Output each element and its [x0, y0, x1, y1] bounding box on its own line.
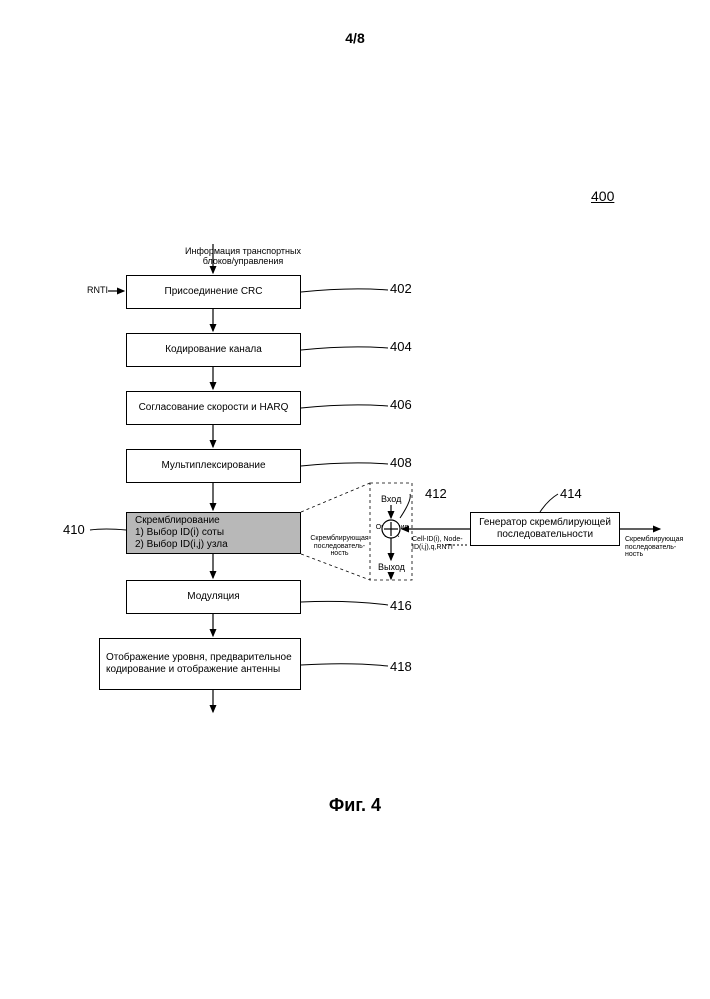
scramb-seq-label: Скремблирующая последователь-ность	[307, 535, 372, 558]
figure-id: 400	[591, 188, 614, 204]
ref-408: 408	[390, 455, 412, 470]
vyhod-label: Выход	[378, 563, 405, 573]
block-406-text: Согласование скорости и HARQ	[139, 402, 289, 414]
block-scrambling: Скремблирование 1) Выбор ID(i) соты 2) В…	[126, 512, 301, 554]
block-generator: Генератор скремблирующей последовательно…	[470, 512, 620, 546]
block-gen-text: Генератор скремблирующей последовательно…	[475, 517, 615, 541]
block-modulation: Модуляция	[126, 580, 301, 614]
block-rate-match: Согласование скорости и HARQ	[126, 391, 301, 425]
vhod-label: Вход	[381, 495, 401, 505]
block-mapping: Отображение уровня, предварительное коди…	[99, 638, 301, 690]
block-crc: Присоединение CRC	[126, 275, 301, 309]
block-410-text: Скремблирование 1) Выбор ID(i) соты 2) В…	[135, 515, 228, 551]
input-label: Информация транспортных блоков/управлени…	[173, 247, 313, 267]
ref-410: 410	[63, 522, 85, 537]
connectors-svg	[0, 0, 710, 999]
page-number: 4/8	[345, 30, 364, 46]
block-418-text: Отображение уровня, предварительное коди…	[106, 652, 296, 676]
block-multiplex: Мультиплексирование	[126, 449, 301, 483]
block-channel-coding: Кодирование канала	[126, 333, 301, 367]
block-416-text: Модуляция	[187, 591, 239, 603]
ref-418: 418	[390, 659, 412, 674]
ref-402: 402	[390, 281, 412, 296]
ref-406: 406	[390, 397, 412, 412]
ref-414: 414	[560, 486, 582, 501]
block-crc-text: Присоединение CRC	[165, 286, 263, 298]
ref-412: 412	[425, 486, 447, 501]
scramb-out-label: Скремблирующая последователь-ность	[625, 536, 685, 559]
ref-404: 404	[390, 339, 412, 354]
figure-caption: Фиг. 4	[329, 795, 381, 816]
ref-416: 416	[390, 598, 412, 613]
rnti-label: RNTI	[87, 286, 108, 296]
block-408-text: Мультиплексирование	[161, 460, 265, 472]
block-404-text: Кодирование канала	[165, 344, 262, 356]
cell-params-label: Cell-ID(i), Node-ID(i,j),q,RNTI	[412, 536, 472, 551]
xor-label: Операция XOR	[372, 524, 412, 539]
